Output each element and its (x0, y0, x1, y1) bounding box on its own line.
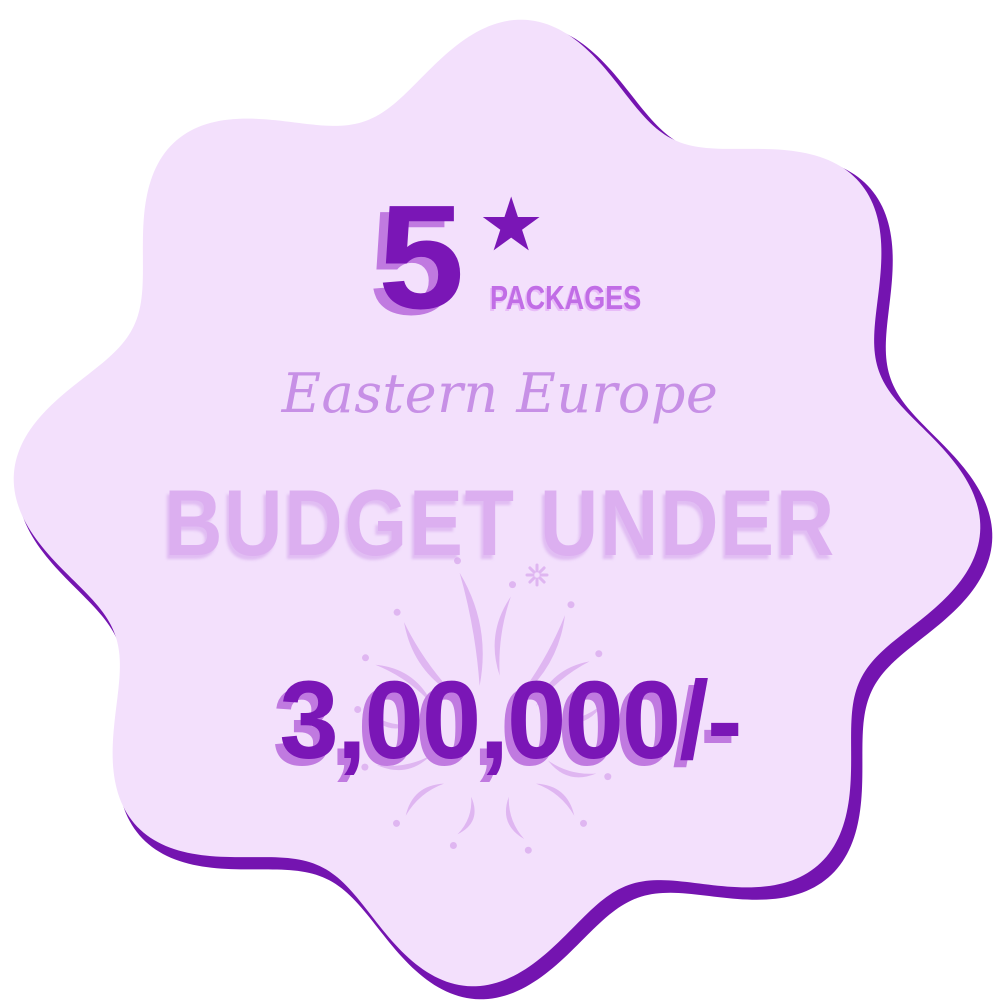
firework-spark (354, 706, 362, 713)
firework-ray (536, 783, 575, 816)
firework-ray (505, 796, 525, 839)
firework-ray (369, 712, 413, 729)
firework-spark (361, 763, 369, 771)
firework-ray (459, 572, 483, 686)
sparkle-stroke (528, 576, 536, 584)
firework-spark (362, 654, 369, 662)
region-title: Eastern Europe (281, 362, 719, 425)
firework-spark (580, 819, 587, 827)
firework-ray (405, 783, 444, 816)
firework-ray (376, 755, 431, 771)
firework-spark (595, 650, 603, 658)
firework-ray (494, 596, 511, 676)
firework-burst-icon (354, 557, 618, 854)
firework-ray (457, 796, 475, 835)
firework-spark (567, 601, 575, 609)
firework-ray (555, 704, 603, 724)
sparkle-stroke (538, 576, 546, 584)
packages-label: PACKAGES (490, 279, 642, 316)
firework-spark (393, 608, 401, 616)
badge-fill (13, 19, 981, 987)
price-amount: 3,00,000/- (279, 659, 742, 782)
rating-number: 5 (378, 175, 464, 340)
firework-spark (454, 557, 461, 565)
budget-label: BUDGET UNDER (164, 470, 836, 575)
star-icon: ★ (478, 183, 545, 266)
sparkle-stroke (528, 566, 536, 574)
firework-spark (449, 842, 457, 849)
firework-spark (524, 846, 532, 854)
firework-spark (610, 696, 618, 704)
firework-spark (604, 773, 612, 781)
firework-ray (548, 760, 597, 778)
sparkle-stroke (538, 566, 546, 574)
firework-spark (509, 581, 516, 589)
firework-spark (393, 819, 400, 827)
